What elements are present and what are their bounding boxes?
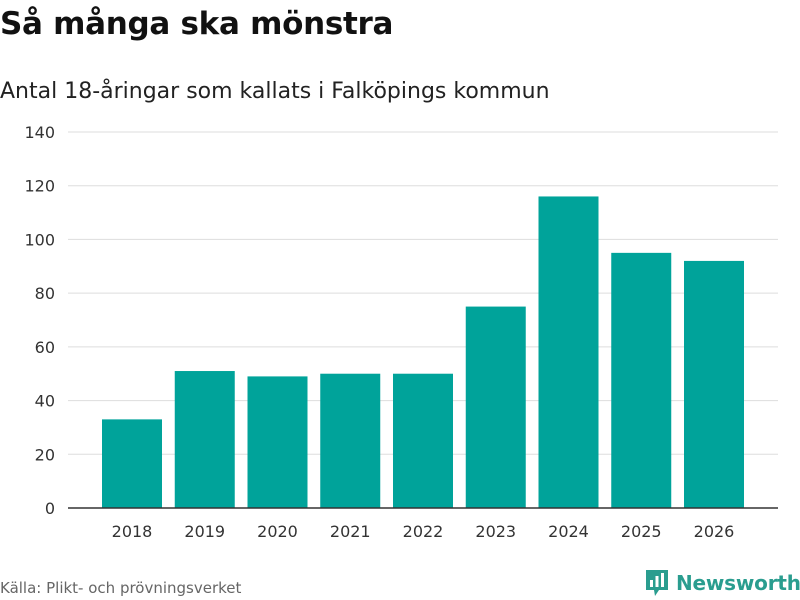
y-tick-label-120: 120 bbox=[24, 177, 55, 196]
x-tick-label-2022: 2022 bbox=[403, 522, 444, 541]
bar-2023 bbox=[465, 306, 526, 508]
newsworthy-logo-icon bbox=[646, 570, 668, 596]
y-tick-label-40: 40 bbox=[35, 392, 55, 411]
y-tick-label-100: 100 bbox=[24, 230, 55, 249]
source-note: Källa: Plikt- och prövningsverket bbox=[0, 579, 242, 597]
bar-2018 bbox=[102, 419, 162, 508]
x-tick-label-2025: 2025 bbox=[621, 522, 662, 541]
y-tick-label-140: 140 bbox=[24, 123, 55, 142]
bar-2019 bbox=[174, 371, 235, 508]
y-tick-label-0: 0 bbox=[45, 499, 55, 518]
chart-subtitle: Antal 18-åringar som kallats i Falköping… bbox=[0, 79, 550, 104]
bars bbox=[102, 196, 744, 508]
brand-name: Newsworthy bbox=[676, 571, 800, 595]
bar-2022 bbox=[393, 373, 453, 508]
x-tick-label-2024: 2024 bbox=[548, 522, 589, 541]
x-tick-label-2021: 2021 bbox=[330, 522, 371, 541]
y-tick-label-80: 80 bbox=[35, 284, 55, 303]
x-tick-label-2023: 2023 bbox=[475, 522, 516, 541]
x-tick-label-2020: 2020 bbox=[257, 522, 298, 541]
bar-2020 bbox=[247, 376, 308, 508]
y-axis-ticks: 0 20 40 60 80 100 120 140 bbox=[24, 123, 55, 518]
bar-2024 bbox=[538, 196, 599, 508]
brand-logo: Newsworthy bbox=[644, 568, 800, 598]
chart-title: Så många ska mönstra bbox=[0, 6, 394, 42]
x-axis-ticks: 2018 2019 2020 2021 2022 2023 2024 2025 2026 bbox=[112, 522, 735, 541]
y-tick-label-20: 20 bbox=[35, 445, 55, 464]
bar-2026 bbox=[684, 260, 744, 508]
x-tick-label-2018: 2018 bbox=[112, 522, 153, 541]
y-tick-label-60: 60 bbox=[35, 338, 55, 357]
bar-2021 bbox=[320, 373, 381, 508]
x-tick-label-2026: 2026 bbox=[694, 522, 735, 541]
bar-2025 bbox=[611, 252, 672, 508]
x-tick-label-2019: 2019 bbox=[184, 522, 225, 541]
